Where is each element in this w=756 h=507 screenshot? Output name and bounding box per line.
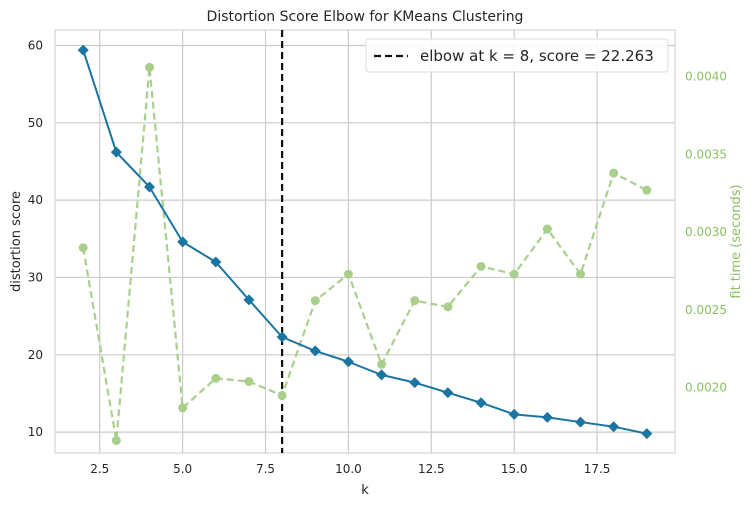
fit-time-line xyxy=(82,66,648,442)
fit-time-point xyxy=(509,269,519,279)
y2-tick-label: 0.0025 xyxy=(685,303,727,317)
series-fit-time xyxy=(78,62,652,446)
y2-tick-label: 0.0035 xyxy=(685,147,727,161)
chart-title: Distortion Score Elbow for KMeans Cluste… xyxy=(207,9,524,25)
distortion-score-point xyxy=(77,44,89,56)
x-tick-label: 10.0 xyxy=(335,462,362,476)
y-tick-label: 10 xyxy=(28,425,43,439)
x-tick-label: 12.5 xyxy=(418,462,445,476)
distortion-score-point xyxy=(575,416,587,428)
distortion-score-point xyxy=(143,181,155,193)
fit-time-point xyxy=(78,243,88,253)
distortion-score-point xyxy=(376,369,388,381)
legend: elbow at k = 8, score = 22.263 xyxy=(365,38,669,73)
fit-time-point xyxy=(343,269,353,279)
series-distortion-score xyxy=(77,44,653,440)
y2-axis-label: fit time (seconds) xyxy=(729,184,744,298)
fit-time-point xyxy=(211,373,221,383)
y2-tick-label: 0.0040 xyxy=(685,70,727,84)
fit-time-point xyxy=(576,269,586,279)
x-tick-label: 2.5 xyxy=(90,462,109,476)
fit-time-point xyxy=(277,390,287,400)
x-axis-ticks: 2.5 5.0 7.5 10.0 12.5 15.0 17.5 xyxy=(90,462,610,476)
fit-time-point xyxy=(642,185,652,195)
distortion-score-point xyxy=(276,331,288,343)
distortion-score-point xyxy=(475,397,487,409)
distortion-score-point xyxy=(641,428,653,440)
distortion-score-point xyxy=(177,236,189,248)
distortion-score-line xyxy=(82,49,648,435)
fit-time-point xyxy=(144,62,154,72)
distortion-score-point xyxy=(243,294,255,306)
fit-time-point xyxy=(443,302,453,312)
fit-time-point xyxy=(244,376,254,386)
legend-label-elbow: elbow at k = 8, score = 22.263 xyxy=(420,47,654,65)
distortion-score-point xyxy=(342,356,354,368)
plot-frame xyxy=(54,29,676,454)
y-tick-label: 40 xyxy=(28,193,43,207)
distortion-score-point xyxy=(409,377,421,389)
y2-tick-label: 0.0030 xyxy=(685,225,727,239)
fit-time-point xyxy=(410,296,420,306)
x-tick-label: 17.5 xyxy=(584,462,611,476)
y-axis-ticks: 10 20 30 40 50 60 xyxy=(28,38,43,439)
fit-time-point xyxy=(111,436,121,446)
y-axis-label: distortion score xyxy=(9,191,24,292)
legend-box xyxy=(365,38,669,73)
fit-time-point xyxy=(609,168,619,178)
y-tick-label: 50 xyxy=(28,116,43,130)
distortion-score-point xyxy=(541,411,553,423)
distortion-score-point xyxy=(110,146,122,158)
y-tick-label: 60 xyxy=(28,38,43,52)
distortion-score-point xyxy=(442,387,454,399)
distortion-score-point xyxy=(309,345,321,357)
distortion-score-point xyxy=(608,421,620,433)
fit-time-point xyxy=(476,261,486,271)
distortion-score-point xyxy=(210,256,222,268)
x-tick-label: 7.5 xyxy=(256,462,275,476)
x-axis-label: k xyxy=(361,483,369,498)
distortion-score-point xyxy=(508,408,520,420)
y-tick-label: 20 xyxy=(28,348,43,362)
fit-time-point xyxy=(178,403,188,413)
y-tick-label: 30 xyxy=(28,270,43,284)
fit-time-point xyxy=(310,296,320,306)
y2-tick-label: 0.0020 xyxy=(685,381,727,395)
x-tick-label: 15.0 xyxy=(501,462,528,476)
fit-time-point xyxy=(377,359,387,369)
fit-time-point xyxy=(542,224,552,234)
y2-axis-ticks: 0.0020 0.0025 0.0030 0.0035 0.0040 xyxy=(685,70,727,395)
x-tick-label: 5.0 xyxy=(173,462,192,476)
